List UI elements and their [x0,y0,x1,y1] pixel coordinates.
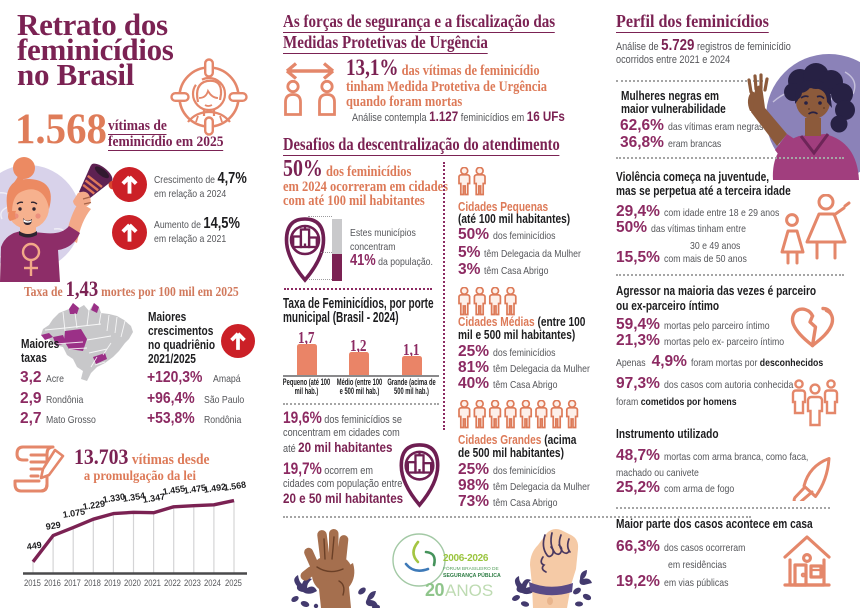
svg-text:20: 20 [425,580,445,600]
svg-text:2006-2026: 2006-2026 [443,553,489,564]
svg-text:ANOS: ANOS [445,581,493,600]
svg-text:FÓRUM BRASILEIRO DE: FÓRUM BRASILEIRO DE [443,565,499,572]
svg-text:SEGURANÇA PÚBLICA: SEGURANÇA PÚBLICA [443,572,501,579]
